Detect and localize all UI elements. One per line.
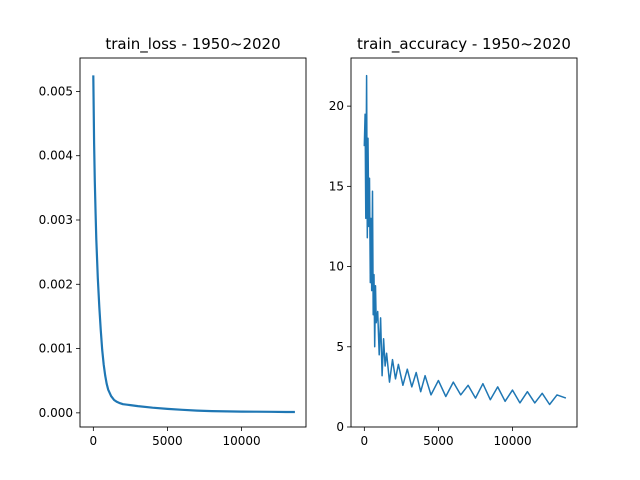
train-accuracy-x-tick-label: 10000 bbox=[493, 434, 531, 448]
train-loss-y-tick-label: 0.002 bbox=[39, 277, 73, 291]
train-accuracy-plot-area: 0 5000 10000 0 5 10 15 20 bbox=[329, 57, 578, 448]
train-loss-y-tick-label: 0.001 bbox=[39, 342, 73, 356]
train-accuracy-x-tick-label: 0 bbox=[361, 434, 369, 448]
train-accuracy-y-tick-label: 0 bbox=[336, 420, 344, 434]
train-loss-x-tick-label: 10000 bbox=[222, 434, 260, 448]
train-accuracy-y-tick-label: 20 bbox=[329, 99, 344, 113]
train-accuracy-axes-frame bbox=[350, 57, 578, 428]
train-loss-plot-area: 0 5000 10000 0.000 0.001 0.002 0.003 0.004 0.005 bbox=[39, 57, 307, 448]
train-accuracy-x-tick-label: 5000 bbox=[423, 434, 454, 448]
train-loss-y-tick-label: 0.004 bbox=[39, 149, 73, 163]
train-loss-y-tick-label: 0.000 bbox=[39, 406, 73, 420]
train-loss-x-tick-label: 0 bbox=[90, 434, 98, 448]
train-loss-y-tick-label: 0.003 bbox=[39, 213, 73, 227]
train-accuracy-y-tick-label: 15 bbox=[329, 179, 344, 193]
train-accuracy-title: train_accuracy - 1950~2020 bbox=[357, 35, 571, 54]
train-loss-title: train_loss - 1950~2020 bbox=[105, 35, 280, 54]
train-loss-axes-frame bbox=[79, 57, 307, 428]
train-loss-y-tick-label: 0.005 bbox=[39, 84, 73, 98]
train-loss-x-tick-label: 5000 bbox=[152, 434, 183, 448]
train-accuracy-series-line bbox=[363, 74, 567, 406]
train-loss-series-line bbox=[92, 75, 295, 414]
train-loss-subplot: train_loss - 1950~2020 0 5000 10000 0.000 0.… bbox=[39, 35, 307, 448]
train-accuracy-subplot: train_accuracy - 1950~2020 0 5000 10000 0 5 1… bbox=[329, 35, 578, 448]
train-accuracy-y-tick-label: 10 bbox=[329, 260, 344, 274]
train-accuracy-y-tick-label: 5 bbox=[336, 340, 344, 354]
